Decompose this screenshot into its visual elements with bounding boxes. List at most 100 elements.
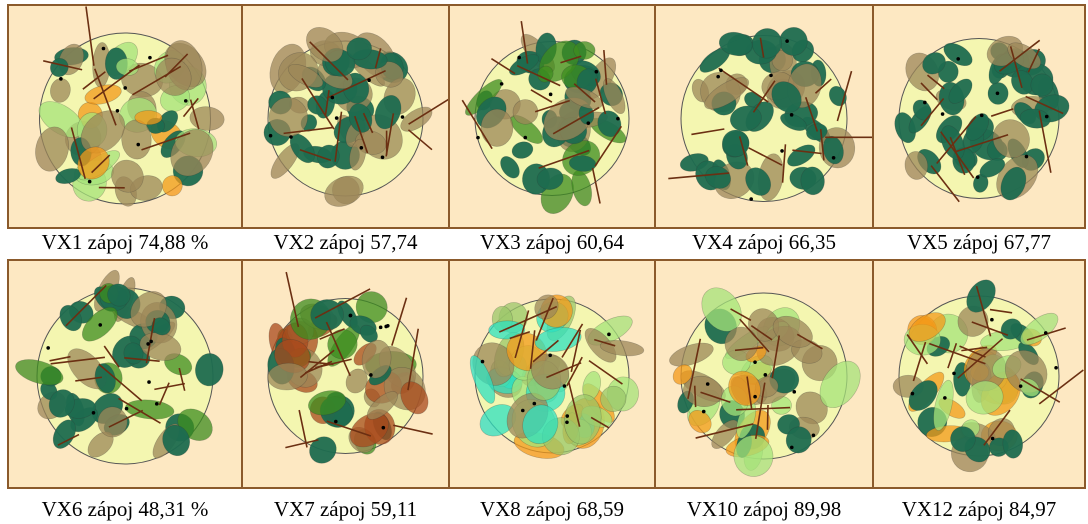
point (1045, 115, 1049, 119)
caption: VX12 zápoj 84,97 (902, 497, 1057, 521)
point (384, 325, 388, 329)
point (792, 390, 796, 394)
caption: VX4 zápoj 66,35 (692, 230, 836, 254)
point (956, 57, 960, 61)
caption: VX8 zápoj 68,59 (480, 497, 624, 521)
point (136, 143, 140, 147)
point (476, 136, 480, 140)
point (753, 360, 757, 364)
point (125, 407, 129, 411)
point (331, 96, 335, 100)
point (401, 115, 405, 119)
point (976, 175, 980, 179)
caption: VX7 zápoj 59,11 (274, 497, 417, 521)
point (780, 149, 784, 153)
panel: VX4 zápoj 66,35 (655, 5, 890, 254)
panel: VX12 zápoj 84,97 (873, 260, 1085, 521)
point (785, 39, 789, 43)
point (790, 446, 794, 450)
point (149, 340, 153, 344)
caption: VX2 zápoj 57,74 (273, 230, 418, 254)
panel: VX1 zápoj 74,88 % (8, 5, 242, 254)
point (367, 78, 371, 82)
point (155, 402, 159, 406)
point (941, 112, 945, 116)
point (565, 420, 569, 424)
point (911, 392, 915, 396)
point (1044, 331, 1048, 335)
point (98, 323, 102, 327)
caption: VX5 zápoj 67,77 (907, 230, 1051, 254)
crown (135, 110, 163, 125)
panel: VX5 zápoj 67,77 (873, 5, 1085, 254)
caption: VX1 zápoj 74,88 % (42, 230, 209, 254)
stem (695, 386, 696, 407)
crown (574, 41, 596, 59)
point (147, 380, 151, 384)
point (716, 75, 720, 79)
point (335, 116, 339, 120)
point (289, 135, 293, 139)
point (616, 117, 620, 121)
point (59, 77, 63, 81)
panel: VX7 zápoj 59,11 (242, 260, 449, 521)
point (996, 91, 1000, 95)
point (990, 318, 994, 322)
point (360, 146, 364, 150)
caption: VX10 zápoj 89,98 (687, 497, 842, 521)
point (952, 372, 956, 376)
point (764, 373, 768, 377)
panel: VX8 zápoj 68,59 (449, 260, 655, 521)
point (607, 333, 611, 337)
point (382, 426, 386, 430)
point (349, 314, 353, 318)
point (184, 99, 188, 103)
point (481, 360, 485, 364)
point (548, 354, 552, 358)
caption: VX6 zápoj 48,31 % (42, 497, 209, 521)
crown (481, 109, 513, 147)
point (523, 136, 527, 140)
point (595, 70, 599, 74)
panel: VX10 zápoj 89,98 (655, 260, 873, 521)
point (369, 373, 373, 377)
point (146, 342, 150, 346)
point (565, 414, 569, 418)
point (269, 134, 273, 138)
point (46, 346, 50, 350)
point (379, 326, 383, 330)
point (702, 410, 706, 414)
point (923, 101, 927, 105)
point (549, 93, 553, 97)
point (586, 121, 590, 125)
point (88, 180, 92, 184)
point (790, 113, 794, 117)
point (719, 69, 723, 73)
point (334, 420, 338, 424)
point (92, 411, 96, 415)
point (1054, 366, 1058, 370)
point (517, 56, 521, 60)
point (148, 56, 152, 60)
figure: VX1 zápoj 74,88 % VX2 zápoj 57,74 VX3 zápo… (0, 0, 1088, 524)
point (102, 47, 106, 51)
panel: VX2 zápoj 57,74 (242, 5, 455, 254)
panel: VX6 zápoj 48,31 % (8, 260, 242, 521)
point (563, 384, 567, 388)
panel: VX3 zápoj 60,64 (449, 5, 655, 254)
point (832, 156, 836, 160)
point (381, 155, 385, 159)
point (706, 382, 710, 386)
point (749, 197, 753, 201)
point (991, 437, 995, 441)
point (753, 395, 757, 399)
point (123, 86, 127, 90)
point (533, 402, 537, 406)
point (116, 109, 120, 113)
point (1019, 384, 1023, 388)
point (500, 82, 504, 86)
point (521, 409, 525, 413)
point (1025, 155, 1029, 159)
point (980, 114, 984, 118)
caption: VX3 zápoj 60,64 (480, 230, 625, 254)
